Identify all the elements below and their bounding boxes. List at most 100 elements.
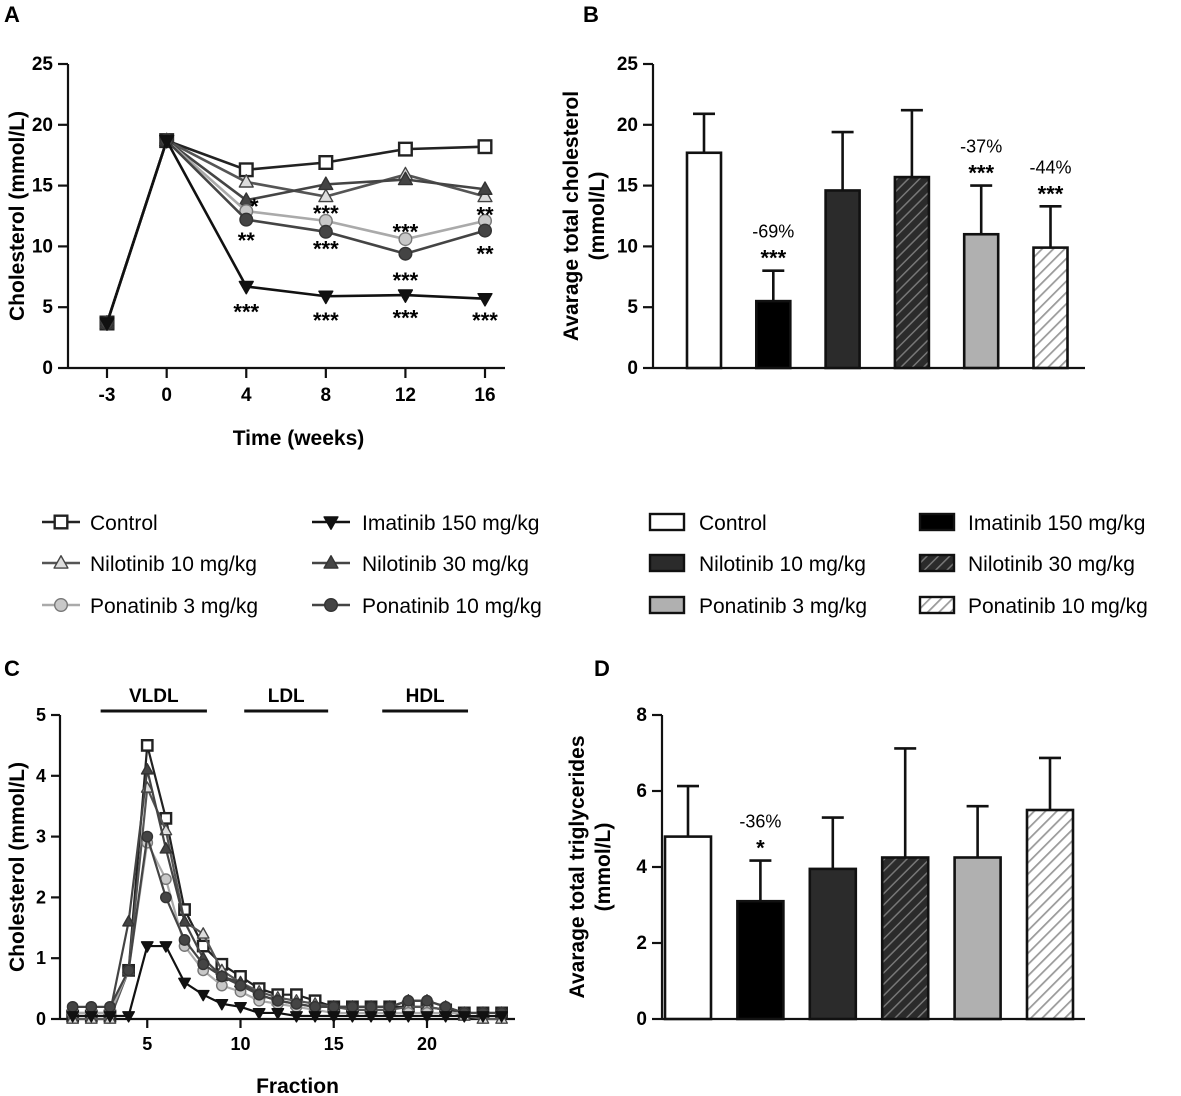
significance-label: *** [233, 300, 259, 325]
x-axis-title: Fraction [256, 1075, 339, 1096]
y-axis-title: Cholesterol (mmol/L) [6, 111, 29, 321]
region-label-ldl: LDL [268, 686, 305, 707]
region-label-hdl: HDL [406, 686, 445, 707]
legend-label: Imatinib 150 mg/kg [968, 512, 1145, 535]
data-point [159, 134, 175, 149]
data-point [159, 842, 173, 854]
region-label-vldl: VLDL [129, 686, 179, 707]
data-point [271, 1008, 285, 1020]
legend-item-nilotinib-30-mg-kg: Nilotinib 30 mg/kg [312, 553, 529, 576]
data-point [477, 292, 493, 307]
significance-label: *** [968, 161, 994, 186]
x-tick-label: -3 [99, 385, 116, 406]
x-tick-label: 10 [230, 1034, 250, 1054]
legend-item-ponatinib-3-mg-kg: Ponatinib 3 mg/kg [648, 595, 867, 618]
significance-label: *** [313, 201, 339, 226]
bar-ponatinib-10-mg-kg [1025, 756, 1075, 1021]
x-axis-title: Time (weeks) [233, 427, 365, 450]
data-point [318, 224, 333, 239]
percent-change-label: -37% [960, 137, 1002, 157]
data-point [397, 171, 414, 186]
y-tick-label: 20 [617, 115, 638, 136]
y-tick-label: 15 [617, 176, 639, 197]
data-point [178, 915, 191, 927]
data-point [397, 289, 414, 303]
data-point [457, 1011, 471, 1023]
legend-label: Ponatinib 3 mg/kg [699, 595, 867, 618]
data-point [478, 223, 493, 238]
data-point [196, 927, 210, 939]
legend-bar-swatch [648, 595, 686, 615]
data-point [383, 1011, 397, 1023]
data-point [345, 1011, 359, 1023]
percent-change-label: -36% [739, 812, 781, 832]
bar-ponatinib-3-mg-kg [953, 804, 1002, 1021]
y-tick-label: 2 [636, 933, 647, 954]
x-tick-label: 12 [395, 385, 416, 406]
data-point [215, 998, 229, 1011]
bar-nilotinib-30-mg-kg [893, 108, 931, 370]
data-point [402, 994, 415, 1007]
x-tick-label: 20 [417, 1034, 437, 1054]
x-tick-label: 8 [321, 385, 332, 406]
y-axis-title-line: (mmol/L) [592, 823, 615, 912]
legend-bar-swatch [648, 553, 686, 573]
data-point [383, 1000, 396, 1013]
y-tick-label: 6 [636, 781, 647, 802]
data-point [439, 1000, 452, 1013]
data-point [253, 988, 266, 1001]
legend-marker [53, 555, 69, 569]
legend-label: Nilotinib 10 mg/kg [90, 553, 257, 576]
data-point [477, 188, 493, 203]
x-tick-label: 16 [474, 385, 495, 406]
legend-label: Imatinib 150 mg/kg [362, 512, 539, 535]
significance-label: *** [393, 268, 419, 293]
data-point [85, 1000, 98, 1013]
data-point [346, 1000, 359, 1013]
bar [1032, 246, 1069, 370]
data-point [308, 1011, 322, 1023]
legend-label: Ponatinib 10 mg/kg [968, 595, 1148, 618]
data-point [477, 181, 493, 195]
data-point [290, 1011, 303, 1023]
x-tick-label: 5 [142, 1034, 152, 1054]
data-point [365, 1000, 377, 1013]
y-tick-label: 0 [627, 358, 638, 379]
data-point [140, 763, 154, 775]
data-point [239, 212, 254, 227]
significance-label: *** [472, 308, 498, 333]
data-point [122, 915, 136, 927]
y-tick-label: 4 [36, 766, 46, 786]
bar-imatinib-150-mg-kg [736, 859, 785, 1021]
legend-lines: Control Imatinib 150 mg/kg Nilotinib 10 mg… [42, 512, 542, 618]
data-point [439, 1011, 453, 1023]
data-point [122, 964, 135, 977]
chart-panel-c: 0 1 2 3 4 5 5 10 15 20 Fraction Cholesterol (mmol/L… [6, 686, 515, 1096]
data-point [327, 1011, 341, 1023]
legend-label: Nilotinib 30 mg/kg [968, 553, 1135, 576]
series-nilotinib-30-mg-kg [66, 763, 509, 1018]
legend-item-ponatinib-10-mg-kg: Ponatinib 10 mg/kg [918, 595, 1148, 618]
legend-item-nilotinib-10-mg-kg: Nilotinib 10 mg/kg [648, 553, 866, 576]
significance-label: * [250, 194, 259, 219]
legend-label: Control [699, 512, 767, 535]
x-tick-label: 4 [241, 385, 252, 406]
data-point [420, 1011, 434, 1023]
y-axis-title: Avarage total cholesterol (mmol/L) [560, 91, 609, 341]
data-point [141, 830, 154, 843]
significance-label: ** [238, 228, 256, 253]
data-point [495, 1011, 509, 1023]
data-point [196, 989, 210, 1002]
y-tick-label: 10 [32, 236, 53, 257]
data-point [252, 1008, 266, 1020]
data-point [318, 290, 334, 305]
legend-label: Ponatinib 3 mg/kg [90, 595, 258, 618]
bar-control [685, 112, 723, 370]
legend-label: Nilotinib 30 mg/kg [362, 553, 529, 576]
series-imatinib-150-mg-kg [66, 941, 509, 1023]
legend-item-nilotinib-10-mg-kg: Nilotinib 10 mg/kg [42, 553, 257, 576]
legend-bars: Control Imatinib 150 mg/kg Nilotinib 10 mg… [648, 512, 1148, 618]
y-tick-label: 3 [36, 827, 46, 847]
panel-letter-c: C [4, 656, 20, 681]
